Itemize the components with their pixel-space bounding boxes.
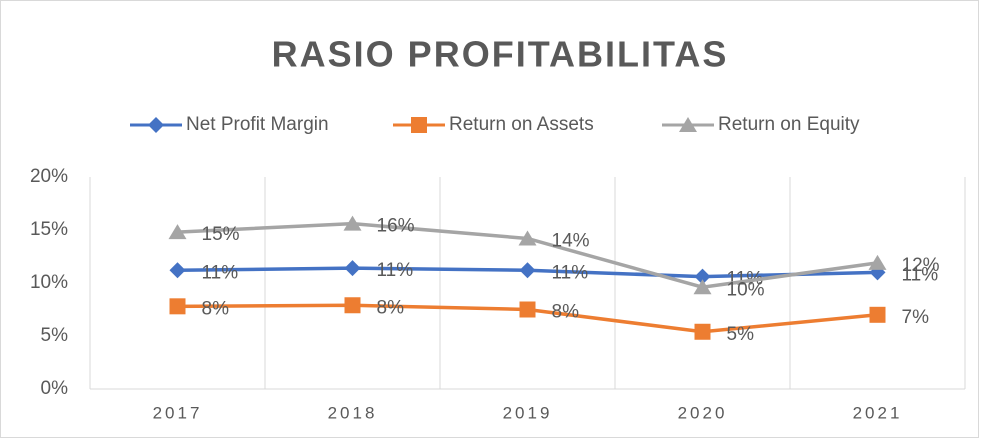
x-tick-label: 2021 [853,403,903,422]
data-point [169,298,186,315]
data-label: 8% [377,297,405,318]
data-label: 8% [202,298,230,319]
data-label: 7% [902,307,930,328]
data-point [344,297,361,314]
data-label: 5% [727,324,755,345]
data-label: 11% [552,262,589,283]
data-label: 11% [902,264,939,285]
chart-title: RASIO PROFITABILITAS [272,34,729,75]
data-point [869,306,886,323]
data-point [694,323,711,340]
legend-marker [148,117,164,133]
y-tick-label: 20% [30,166,68,187]
legend-marker [411,117,427,133]
data-label: 11% [727,269,764,290]
data-point [693,279,712,295]
data-label: 11% [202,262,239,283]
data-point [344,260,361,277]
data-point [343,215,362,231]
data-label: 11% [377,260,414,281]
data-label: 8% [552,302,580,323]
x-tick-label: 2020 [678,403,728,422]
data-label: 14% [552,230,590,251]
legend-marker [679,117,697,132]
y-tick-label: 10% [30,272,68,293]
data-point [519,262,536,279]
x-tick-label: 2017 [153,403,203,422]
data-label: 12% [902,255,940,276]
data-point [868,254,887,270]
data-label: 15% [202,224,240,245]
legend-label: Return on Equity [718,114,860,135]
y-tick-label: 0% [41,378,69,399]
data-label: 10% [727,279,765,300]
data-label: 16% [377,216,415,237]
data-point [519,301,536,318]
data-point [518,230,537,246]
y-tick-label: 5% [41,325,69,346]
legend-label: Net Profit Margin [186,114,329,135]
data-point [169,262,186,279]
y-tick-label: 15% [30,219,68,240]
x-tick-label: 2019 [503,403,553,422]
legend-label: Return on Assets [449,114,594,135]
data-point [694,268,711,285]
data-point [168,224,187,240]
x-tick-label: 2018 [328,403,378,422]
